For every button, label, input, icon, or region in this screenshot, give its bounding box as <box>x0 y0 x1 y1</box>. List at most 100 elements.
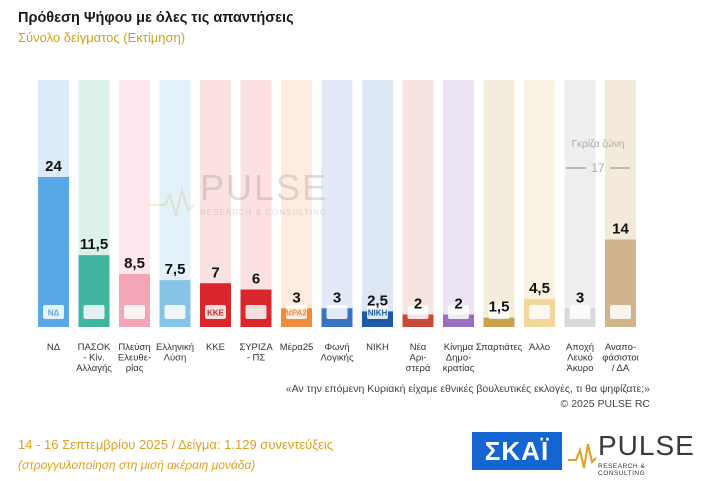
category-label-line: φάσιστοι <box>602 353 639 364</box>
pulse-logo-word: PULSE <box>598 430 695 461</box>
chart-title: Πρόθεση Ψήφου με όλες τις απαντήσεις <box>18 10 294 26</box>
category-label-line: ΣΥΡΙΖΑ <box>239 342 273 353</box>
category-label-line: Αρι- <box>409 353 426 364</box>
category-column <box>443 80 474 327</box>
category-label-line: Αναπο- <box>605 342 636 353</box>
party-logo-text: ΝΙΚΗ <box>368 309 388 318</box>
value-label: 4,5 <box>529 280 550 297</box>
category-label-line: - ΠΣ <box>247 353 266 364</box>
category-column <box>402 80 434 327</box>
value-label: 2 <box>414 296 422 313</box>
category-label-line: - Κίν. <box>83 353 105 364</box>
value-label: 8,5 <box>124 255 145 272</box>
category-label-line: Άκυρο <box>567 363 594 374</box>
category-label-line: Άλλο <box>529 342 550 353</box>
category-column <box>524 80 555 327</box>
party-logo-icon <box>164 305 186 319</box>
survey-info: 14 - 16 Σεπτεμβρίου 2025 / Δείγμα: 1.129… <box>18 437 334 452</box>
value-label: 3 <box>576 289 584 306</box>
survey-question: «Αν την επόμενη Κυριακή είχαμε εθνικές β… <box>285 383 650 395</box>
category-label-line: Φωνή <box>324 342 349 353</box>
party-logo-icon <box>124 305 145 319</box>
value-label: 7 <box>211 264 219 281</box>
bar-chart: PULSE RESEARCH & CONSULTING Γκρίζα ζώνη … <box>38 80 639 374</box>
category-label-line: / ΔΑ <box>612 363 630 374</box>
watermark-tagline: RESEARCH & CONSULTING <box>200 208 327 217</box>
category-label-line: Μέρα25 <box>280 342 314 353</box>
category-label: Μέρα25 <box>280 342 314 353</box>
category-label: Πλεύση Ελευθε-ρίας <box>118 342 151 374</box>
category-label-line: Λογικής <box>320 353 354 364</box>
category-label-line: Νέα <box>410 342 427 353</box>
value-label: 3 <box>333 289 341 306</box>
footnote: «Αν την επόμενη Κυριακή είχαμε εθνικές β… <box>286 382 650 412</box>
category-label-line: στερά <box>406 363 431 374</box>
party-logo-icon <box>245 305 267 319</box>
party-logo-icon <box>407 305 429 319</box>
category-column <box>564 80 596 327</box>
category-label-line: Λευκό <box>567 353 593 364</box>
category-label: Άλλο <box>529 342 550 353</box>
category-label: ΚΚΕ <box>206 342 225 353</box>
pulse-logo: PULSE RESEARCH & CONSULTING <box>568 430 694 477</box>
category-label-line: Σπαρτιάτες <box>476 342 523 353</box>
category-column <box>483 80 515 327</box>
category-label: Αναπο-φάσιστοι / ΔΑ <box>602 342 639 374</box>
category-label: Κίνημα Δημο-κρατίας <box>443 342 475 374</box>
category-label-line: Πλεύση <box>118 342 150 353</box>
watermark-brand: PULSE <box>200 167 328 208</box>
category-label-line: Ελληνική <box>156 342 194 353</box>
gray-zone-value: 17 <box>591 161 605 175</box>
category-label: ΣΥΡΙΖΑ - ΠΣ <box>239 342 273 364</box>
category-label-line: Αλλαγής <box>76 363 112 374</box>
bar <box>38 177 69 327</box>
value-label: 14 <box>612 221 629 238</box>
party-logo-icon <box>529 305 550 319</box>
party-logo-icon <box>286 305 307 319</box>
value-label: 1,5 <box>489 299 510 316</box>
category-label-line: ΠΑΣΟΚ <box>78 342 111 353</box>
bar <box>119 273 150 327</box>
category-label-line: ρίας <box>126 363 144 374</box>
category-label: ΝΙΚΗ <box>366 342 389 353</box>
party-logo-icon <box>205 305 226 319</box>
value-label: 2 <box>454 296 462 313</box>
party-logo-text: ΚΚΕ <box>207 309 225 318</box>
party-logo-icon <box>448 305 469 319</box>
value-label: 24 <box>45 158 62 175</box>
category-label: ΝΔ <box>47 342 61 353</box>
pulse-wave-icon <box>568 443 597 469</box>
bar <box>159 280 191 327</box>
category-label-line: Δημο- <box>446 353 472 364</box>
category-label-line: ΚΚΕ <box>206 342 225 353</box>
bar <box>483 317 515 327</box>
chart-subtitle: Σύνολο δείγματος (Εκτίμηση) <box>18 30 186 45</box>
category-label-line: Ελευθε- <box>118 353 151 364</box>
category-column <box>321 80 353 327</box>
gray-zone-label: Γκρίζα ζώνη <box>572 138 625 150</box>
party-logo-icon <box>43 305 64 319</box>
category-label-line: Αποχή <box>566 342 594 353</box>
rounding-note: (στρογγυλοποίηση στη μισή ακέραιη μονάδα… <box>18 458 256 472</box>
party-logo-text: ΜέΡΑ25 <box>282 309 312 318</box>
party-logo-icon <box>488 305 510 319</box>
value-label: 7,5 <box>165 261 186 278</box>
category-label: Αποχή Λευκό Άκυρο <box>566 342 594 374</box>
category-label: Σπαρτιάτες <box>476 342 523 353</box>
party-logo-icon <box>610 305 631 319</box>
category-label: Ελληνική Λύση <box>156 342 194 364</box>
category-label: ΠΑΣΟΚ - Κίν. Αλλαγής <box>76 342 112 374</box>
value-label: 2,5 <box>367 292 388 309</box>
copyright: © 2025 PULSE RC <box>560 398 650 410</box>
category-label-line: Λύση <box>164 353 187 364</box>
party-logo-icon <box>367 305 388 319</box>
value-label: 3 <box>292 289 300 306</box>
category-label-line: Κίνημα <box>444 342 474 353</box>
value-label: 6 <box>252 271 260 288</box>
category-column <box>362 80 393 327</box>
category-column <box>240 80 272 327</box>
party-logo-icon <box>83 305 105 319</box>
party-logo-icon <box>326 305 348 319</box>
category-label: Νέα Αρι-στερά <box>406 342 431 374</box>
category-label-line: κρατίας <box>443 363 475 374</box>
